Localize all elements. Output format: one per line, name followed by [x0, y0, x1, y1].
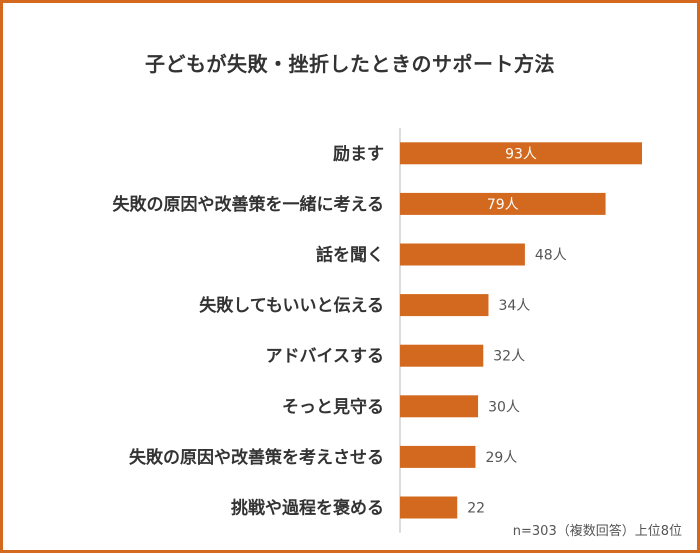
data-label: 32人 [493, 349, 525, 365]
category-label: アドバイスする [266, 347, 385, 367]
data-label: 22 [467, 501, 485, 517]
data-label: 29人 [485, 450, 517, 466]
sample-note: n=303（複数回答）上位8位 [512, 524, 682, 539]
category-label: 話を聞く [316, 245, 384, 266]
bar [400, 496, 458, 519]
category-label: 失敗してもいいと伝える [199, 295, 384, 316]
data-label: 34人 [498, 298, 530, 314]
bar [400, 445, 476, 468]
title-wrap: 子どもが失敗・挫折したときのサポート方法 [0, 48, 700, 82]
chart-title-text: 子どもが失敗・挫折したときのサポート方法 [145, 52, 555, 76]
data-label: 79人 [487, 197, 519, 213]
bar [400, 344, 484, 367]
bar [400, 192, 606, 215]
bar [400, 243, 525, 266]
category-label: 励ます [333, 144, 384, 164]
bar [400, 294, 489, 317]
chart-title: 子どもが失敗・挫折したときのサポート方法 [137, 48, 563, 82]
category-label: 挑戦や過程を褒める [231, 498, 384, 519]
data-label: 93人 [505, 146, 537, 162]
data-label: 30人 [488, 399, 520, 415]
data-label: 48人 [535, 248, 567, 264]
category-label: 失敗の原因や改善策を一緒に考える [113, 194, 385, 215]
bar [400, 395, 479, 418]
category-label: そっと見守る [282, 396, 384, 417]
category-label: 失敗の原因や改善策を考えさせる [129, 447, 384, 468]
bar [400, 142, 642, 165]
